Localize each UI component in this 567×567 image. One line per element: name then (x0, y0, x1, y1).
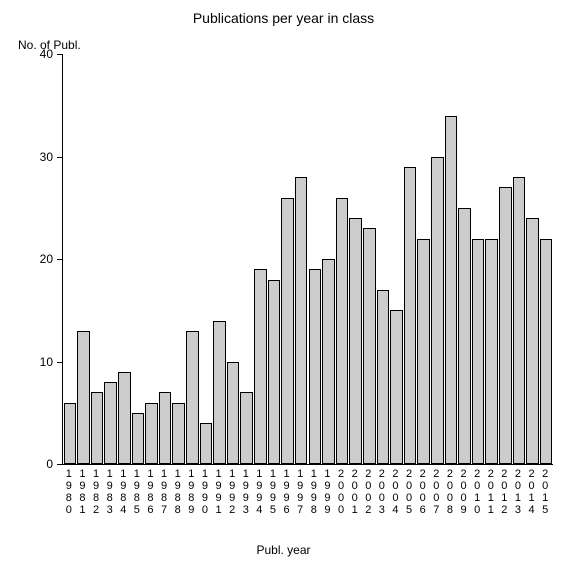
bar (472, 239, 485, 465)
bar (322, 259, 335, 464)
x-tick-label: 2 0 1 1 (488, 468, 494, 516)
x-tick-label: 1 9 9 5 (270, 468, 276, 516)
bar (295, 177, 308, 464)
y-tick-label: 30 (40, 150, 53, 164)
x-tick-label: 1 9 9 2 (229, 468, 235, 516)
y-tick (57, 362, 63, 363)
x-tick-label: 2 0 0 9 (460, 468, 466, 516)
x-tick-label: 1 9 9 4 (256, 468, 262, 516)
chart-title: Publications per year in class (0, 10, 567, 26)
bar (431, 157, 444, 465)
x-tick-label: 1 9 8 0 (66, 468, 72, 516)
x-tick-label: 1 9 8 2 (93, 468, 99, 516)
bar (145, 403, 158, 465)
bar (390, 310, 403, 464)
y-tick-label: 10 (40, 355, 53, 369)
bar (77, 331, 90, 464)
x-tick-label: 1 9 8 4 (120, 468, 126, 516)
bar (186, 331, 199, 464)
x-tick-label: 1 9 8 7 (161, 468, 167, 516)
x-tick-label: 1 9 8 6 (147, 468, 153, 516)
x-tick-label: 2 0 0 7 (433, 468, 439, 516)
bar (159, 392, 172, 464)
x-tick-label: 2 0 0 4 (392, 468, 398, 516)
bar (132, 413, 145, 464)
x-tick-label: 1 9 9 9 (324, 468, 330, 516)
y-tick-label: 0 (46, 457, 53, 471)
x-tick-label: 2 0 0 2 (365, 468, 371, 516)
bar (445, 116, 458, 465)
y-tick-label: 40 (40, 47, 53, 61)
x-tick-label: 2 0 0 6 (420, 468, 426, 516)
x-tick-label: 1 9 8 9 (188, 468, 194, 516)
bar (281, 198, 294, 465)
bar (363, 228, 376, 464)
bar (64, 403, 77, 465)
bar (309, 269, 322, 464)
bar (227, 362, 240, 465)
bar (91, 392, 104, 464)
x-tick-label: 1 9 8 5 (134, 468, 140, 516)
x-labels-group: 1 9 8 0 1 9 8 1 1 9 8 2 1 9 8 3 1 9 8 4 1 9 8… (62, 468, 552, 528)
bar (104, 382, 117, 464)
bar (458, 208, 471, 464)
bar (513, 177, 526, 464)
bar (268, 280, 281, 465)
y-tick-label: 20 (40, 252, 53, 266)
x-tick-label: 1 9 9 3 (243, 468, 249, 516)
x-tick-label: 2 0 0 3 (379, 468, 385, 516)
bar (118, 372, 131, 464)
bar (254, 269, 267, 464)
bar (240, 392, 253, 464)
y-tick (57, 54, 63, 55)
x-tick-label: 1 9 8 1 (79, 468, 85, 516)
x-tick-label: 1 9 8 3 (107, 468, 113, 516)
x-tick-label: 1 9 9 7 (297, 468, 303, 516)
bars-group (63, 54, 553, 464)
bar (526, 218, 539, 464)
bar (540, 239, 553, 465)
y-tick (57, 464, 63, 465)
x-tick-label: 2 0 1 4 (529, 468, 535, 516)
bar (377, 290, 390, 464)
x-tick-label: 2 0 1 3 (515, 468, 521, 516)
x-tick-label: 2 0 0 5 (406, 468, 412, 516)
bar (336, 198, 349, 465)
x-axis-label: Publ. year (0, 543, 567, 557)
x-tick-label: 2 0 1 2 (501, 468, 507, 516)
x-tick-label: 2 0 0 0 (338, 468, 344, 516)
bar (404, 167, 417, 464)
x-tick-label: 1 9 9 1 (215, 468, 221, 516)
x-tick-label: 1 9 9 6 (284, 468, 290, 516)
x-tick-label: 1 9 9 0 (202, 468, 208, 516)
y-tick (57, 157, 63, 158)
x-tick-label: 2 0 1 5 (542, 468, 548, 516)
x-tick-label: 2 0 0 8 (447, 468, 453, 516)
plot-area: 010203040 (62, 54, 553, 465)
x-tick-label: 1 9 8 8 (175, 468, 181, 516)
y-tick (57, 259, 63, 260)
bar (349, 218, 362, 464)
bar (485, 239, 498, 465)
bar (200, 423, 213, 464)
x-tick-label: 2 0 0 1 (352, 468, 358, 516)
x-tick-label: 2 0 1 0 (474, 468, 480, 516)
bar (172, 403, 185, 465)
chart-container: Publications per year in class No. of Pu… (0, 0, 567, 567)
x-tick-label: 1 9 9 8 (311, 468, 317, 516)
bar (417, 239, 430, 465)
bar (499, 187, 512, 464)
bar (213, 321, 226, 465)
